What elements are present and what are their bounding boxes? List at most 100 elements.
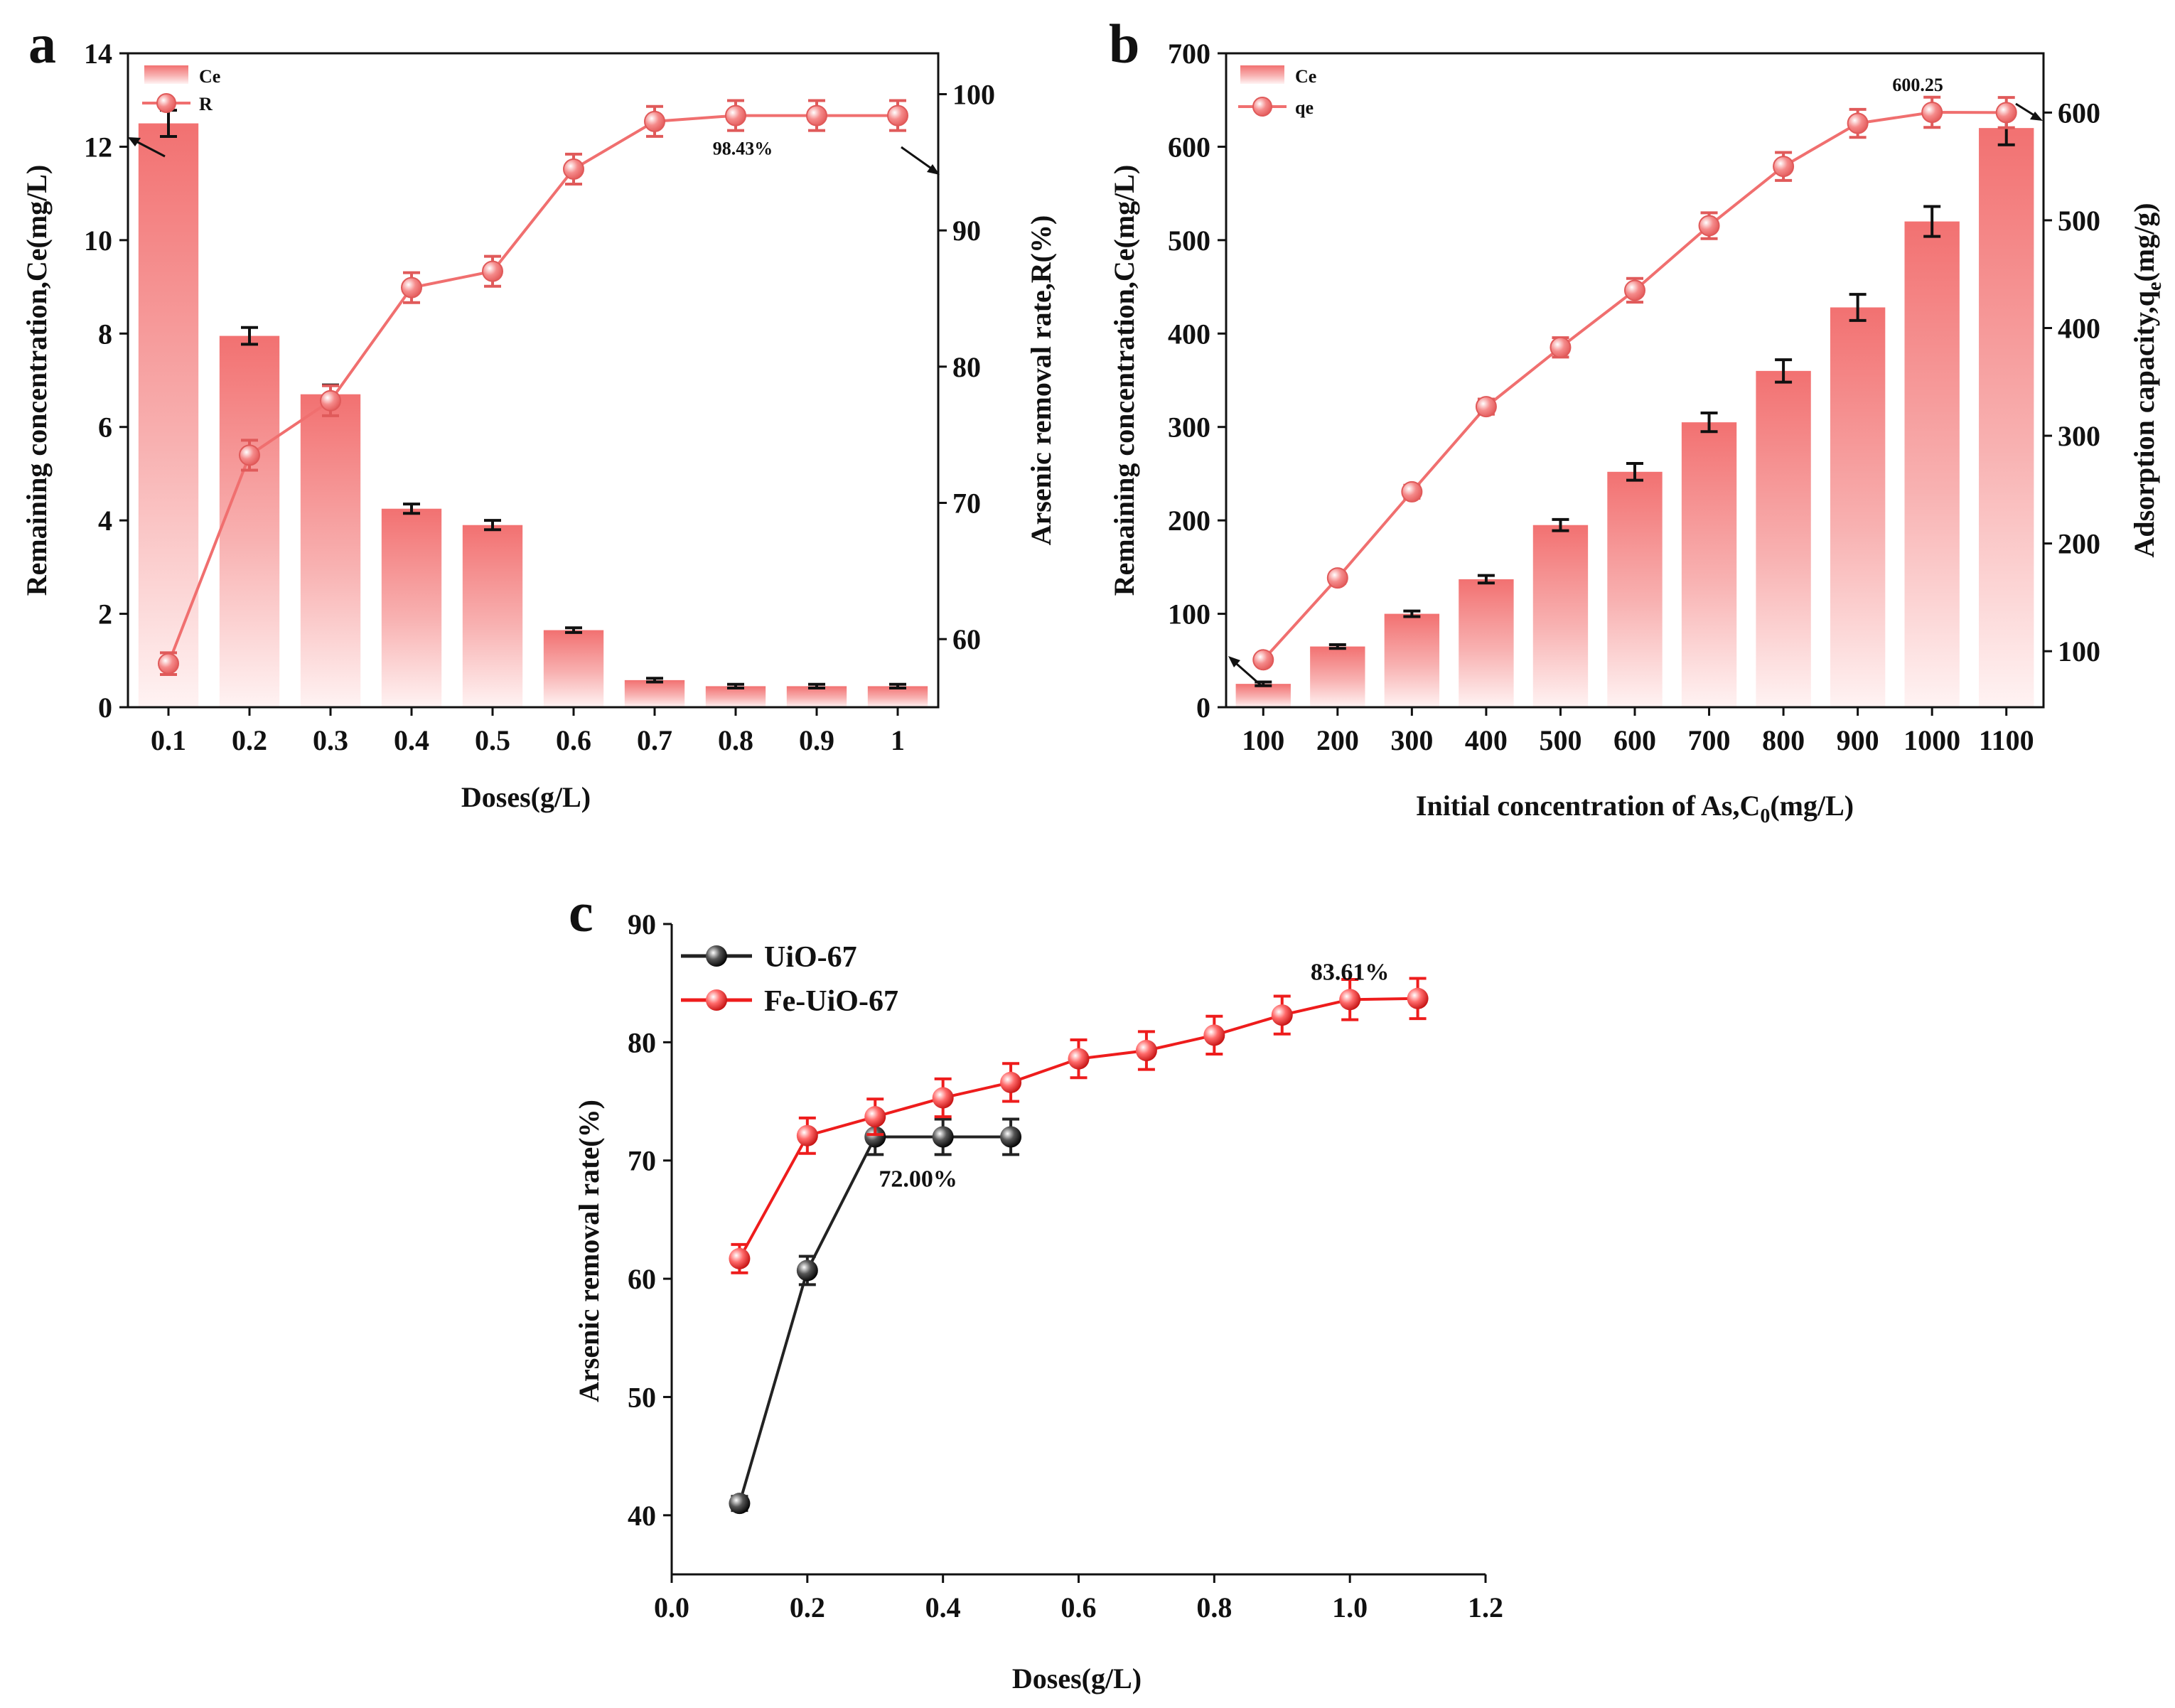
marker-Fe-UiO-67-0.4	[932, 1087, 954, 1109]
marker-Fe-UiO-67-1.1	[1407, 987, 1429, 1009]
marker-R-1	[887, 104, 908, 127]
series-line-Fe-UiO-67	[738, 997, 1418, 1259]
panel-a-y-axis-label: Remaining concentration,Ce(mg/L)	[21, 165, 53, 596]
x-tick-label-0.1: 0.1	[151, 724, 186, 756]
bar-ce-200	[1310, 646, 1365, 707]
y2-tick-label-100: 100	[952, 79, 995, 111]
panel-a-arrows	[128, 137, 940, 175]
y-tick-label-60: 60	[628, 1263, 656, 1295]
y2-tick-label-100: 100	[2058, 635, 2100, 667]
panel-c-x-axis-label: Doses(g/L)	[1012, 1663, 1142, 1694]
panel-b-y-axis-label: Remaining concentration,Ce(mg/L)	[1108, 165, 1140, 596]
panel-c-series	[729, 977, 1429, 1515]
x-tick-label-0.2: 0.2	[790, 1591, 825, 1623]
panel-b-bars	[1235, 128, 2034, 708]
y-tick-label-700: 700	[1168, 38, 1210, 70]
y-tick-label-90: 90	[628, 908, 656, 940]
panel-a-annotation: 98.43%	[713, 139, 773, 159]
panel-a-label: a	[28, 13, 56, 75]
marker-qe-200	[1326, 567, 1348, 589]
panel-a-legend-r-label: R	[199, 94, 213, 114]
y2-tick-label-70: 70	[952, 488, 981, 520]
marker-R-0.5	[482, 260, 503, 282]
y2-tick-label-600: 600	[2058, 97, 2100, 129]
panel-a-bars	[138, 123, 928, 708]
x-tick-label-0.4: 0.4	[394, 724, 429, 756]
bar-ce-0.4	[381, 508, 442, 707]
panel-a-legend: Ce R	[142, 65, 220, 114]
marker-qe-300	[1401, 480, 1423, 503]
x-tick-label-0.2: 0.2	[232, 724, 267, 756]
x-tick-label-200: 200	[1316, 724, 1359, 756]
marker-R-0.2	[239, 444, 260, 466]
y-tick-label-300: 300	[1168, 412, 1210, 444]
marker-R-0.7	[644, 110, 665, 132]
panel-b-arrows	[1228, 102, 2043, 687]
panel-b-left-arrowhead	[1228, 656, 1240, 667]
panel-a-right-arrowhead	[927, 164, 940, 175]
y-tick-label-0: 0	[1196, 692, 1210, 724]
marker-R-0.9	[806, 104, 827, 127]
panel-a-y-ticks: 0 2 4 6 8 10 12 14	[84, 38, 128, 724]
marker-R-0.6	[563, 158, 584, 180]
y-tick-label-2: 2	[98, 598, 112, 630]
x-tick-label-1000: 1000	[1903, 724, 1960, 756]
panel-c-legend: UiO-67 Fe-UiO-67	[681, 941, 898, 1018]
panel-b-x-ticks: 100 200 300 400 500 600 700 800 900 1000 1100	[1242, 707, 2034, 756]
bar-ce-1	[867, 686, 928, 707]
bar-ce-700	[1681, 422, 1737, 707]
bar-ce-900	[1830, 307, 1886, 707]
panel-a-legend-r-marker	[156, 93, 176, 113]
x-tick-label-0.7: 0.7	[637, 724, 672, 756]
y-tick-label-40: 40	[628, 1500, 656, 1532]
x-tick-label-0.0: 0.0	[654, 1591, 689, 1623]
panel-a-line-series	[158, 99, 908, 676]
marker-qe-1000	[1921, 101, 1943, 123]
y-tick-label-4: 4	[98, 505, 112, 537]
y-tick-label-6: 6	[98, 412, 112, 444]
marker-R-0.3	[320, 390, 341, 412]
line-R	[167, 114, 898, 665]
bar-ce-0.3	[300, 394, 361, 707]
y2-tick-label-400: 400	[2058, 312, 2100, 344]
y2-tick-label-60: 60	[952, 623, 981, 655]
x-tick-label-1100: 1100	[1979, 724, 2034, 756]
x-tick-label-0.8: 0.8	[1196, 1591, 1232, 1623]
marker-Fe-UiO-67-0.1	[729, 1247, 751, 1269]
panel-c-legend-uio-label: UiO-67	[764, 941, 857, 974]
y-tick-label-400: 400	[1168, 318, 1210, 350]
marker-Fe-UiO-67-0.6	[1068, 1048, 1090, 1070]
x-tick-label-0.5: 0.5	[475, 724, 510, 756]
x-tick-label-500: 500	[1539, 724, 1581, 756]
panel-b-y2-ticks: 100 200 300 400 500 600	[2044, 97, 2100, 667]
panel-c-legend-fe-marker	[706, 989, 727, 1011]
y-tick-label-10: 10	[84, 225, 112, 257]
panel-b-bar-errors	[1255, 109, 2015, 687]
panel-a-y2-ticks: 60 70 80 90 100	[938, 79, 995, 655]
y2-tick-label-200: 200	[2058, 528, 2100, 560]
panel-b-chart: b 0 100 200 300 400 500 600 700 100 200 300 400 500…	[1108, 13, 2166, 827]
panel-c-legend-uio-marker	[706, 945, 727, 967]
x-tick-label-700: 700	[1688, 724, 1731, 756]
marker-qe-700	[1698, 215, 1720, 237]
panel-c-y-axis-label: Arsenic removal rate(%)	[573, 1100, 605, 1402]
panel-c-y-ticks: 40 50 60 70 80 90	[628, 908, 672, 1532]
bar-ce-0.1	[138, 123, 199, 708]
panel-a-x-ticks: 0.1 0.2 0.3 0.4 0.5 0.6 0.7 0.8 0.9 1	[151, 707, 905, 756]
panel-c-annotation-uio: 72.00%	[879, 1166, 957, 1192]
bar-ce-0.5	[462, 525, 523, 707]
y-tick-label-14: 14	[84, 38, 112, 70]
panel-c-chart: c 40 50 60 70 80 90 0.0 0.2 0.4 0.6 0.8 1.0 1.2 Dos…	[569, 881, 1503, 1694]
panel-a-plot-frame	[127, 52, 940, 709]
x-tick-label-1.2: 1.2	[1468, 1591, 1503, 1623]
x-tick-label-0.3: 0.3	[313, 724, 348, 756]
marker-R-0.4	[401, 276, 422, 299]
marker-UiO-67-0.5	[1000, 1126, 1022, 1148]
panel-b-legend-qe-marker	[1252, 97, 1272, 117]
marker-Fe-UiO-67-0.7	[1135, 1040, 1157, 1062]
marker-Fe-UiO-67-0.3	[864, 1106, 886, 1128]
panel-a-right-axis-arrow	[901, 146, 936, 173]
panel-c-annotation-fe: 83.61%	[1311, 959, 1390, 985]
y-tick-label-50: 50	[628, 1381, 656, 1413]
